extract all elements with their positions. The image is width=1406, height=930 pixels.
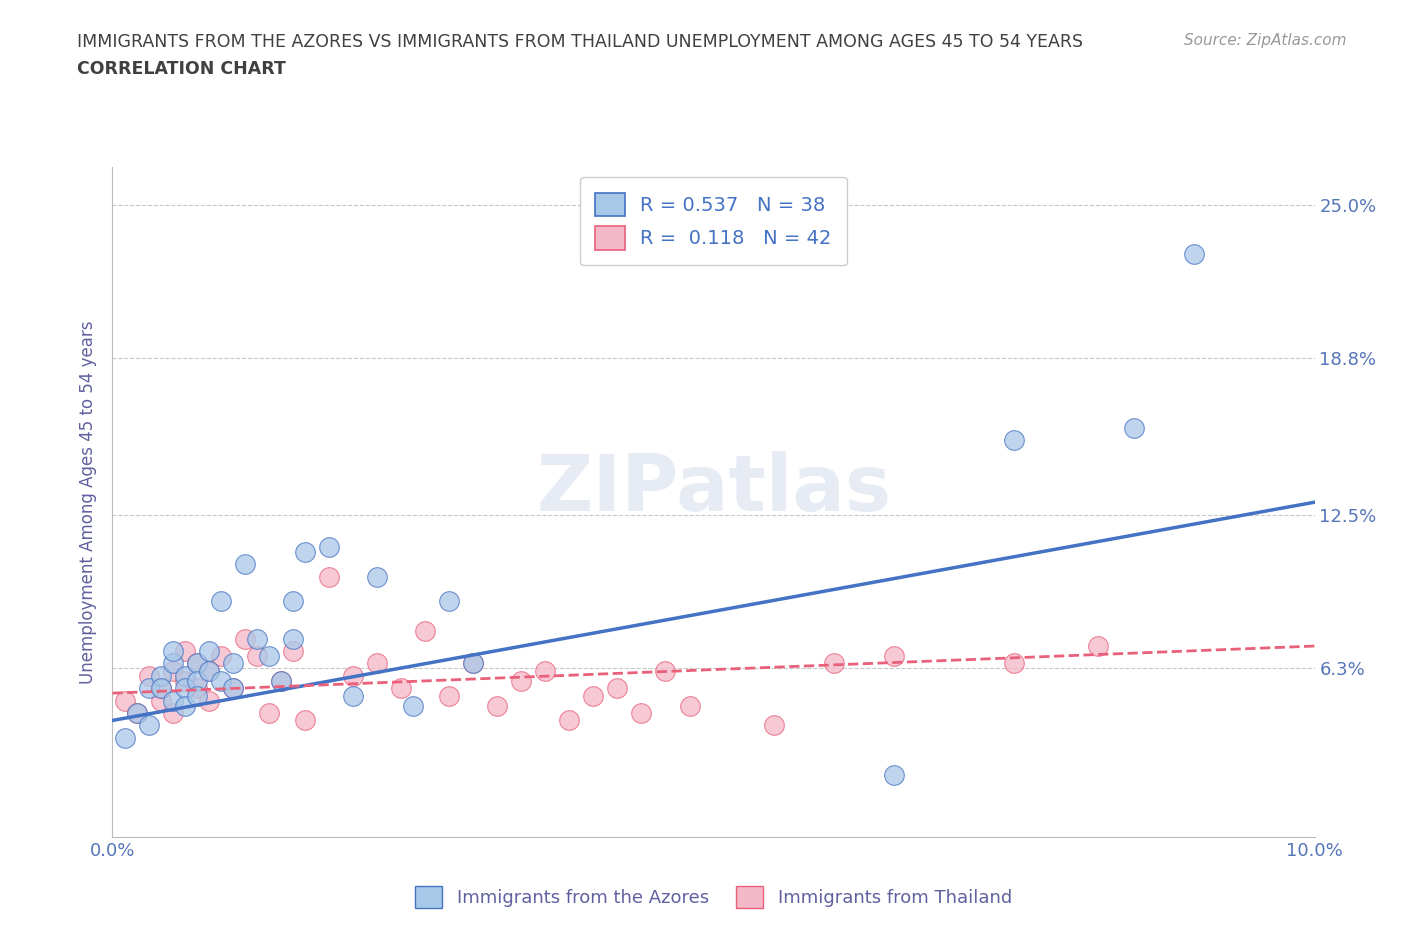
Point [294,544,316,559]
Point [162,693,184,708]
Point [186,656,208,671]
Text: Source: ZipAtlas.com: Source: ZipAtlas.com [1184,33,1347,47]
Point [510,673,533,688]
Point [1002,432,1025,447]
Point [883,767,905,782]
Point [173,669,195,684]
Point [222,681,245,696]
Point [437,594,460,609]
Point [270,673,292,688]
Point [1123,420,1146,435]
Point [149,693,172,708]
Point [823,656,845,671]
Point [186,673,208,688]
Point [186,681,208,696]
Point [257,706,280,721]
Point [138,669,160,684]
Point [197,663,219,678]
Point [413,624,436,639]
Point [654,663,676,678]
Point [606,681,628,696]
Point [1184,246,1206,261]
Point [281,631,304,646]
Point [486,698,509,713]
Point [162,656,184,671]
Point [209,648,232,663]
Y-axis label: Unemployment Among Ages 45 to 54 years: Unemployment Among Ages 45 to 54 years [79,321,97,684]
Text: IMMIGRANTS FROM THE AZORES VS IMMIGRANTS FROM THAILAND UNEMPLOYMENT AMONG AGES 4: IMMIGRANTS FROM THE AZORES VS IMMIGRANTS… [77,33,1084,50]
Point [149,681,172,696]
Point [209,594,232,609]
Point [173,681,195,696]
Point [222,656,245,671]
Point [149,669,172,684]
Point [1087,639,1109,654]
Point [402,698,425,713]
Point [678,698,700,713]
Point [149,681,172,696]
Point [246,648,269,663]
Point [366,656,388,671]
Point [342,669,364,684]
Point [209,673,232,688]
Point [197,663,219,678]
Point [197,644,219,658]
Point [318,539,340,554]
Point [281,644,304,658]
Point [270,673,292,688]
Point [630,706,652,721]
Point [318,569,340,584]
Point [186,688,208,703]
Point [233,631,256,646]
Point [173,673,195,688]
Point [233,557,256,572]
Point [114,730,136,745]
Legend: Immigrants from the Azores, Immigrants from Thailand: Immigrants from the Azores, Immigrants f… [408,879,1019,915]
Point [389,681,412,696]
Point [342,688,364,703]
Point [534,663,557,678]
Point [173,698,195,713]
Text: ZIPatlas: ZIPatlas [536,451,891,526]
Point [186,656,208,671]
Point [162,706,184,721]
Point [197,693,219,708]
Point [125,706,148,721]
Point [883,648,905,663]
Point [762,718,785,733]
Point [1002,656,1025,671]
Point [461,656,484,671]
Point [125,706,148,721]
Point [162,644,184,658]
Point [281,594,304,609]
Point [162,663,184,678]
Point [173,644,195,658]
Point [366,569,388,584]
Point [257,648,280,663]
Point [437,688,460,703]
Point [558,713,581,728]
Point [138,718,160,733]
Point [138,681,160,696]
Point [582,688,605,703]
Point [114,693,136,708]
Text: CORRELATION CHART: CORRELATION CHART [77,60,287,78]
Point [246,631,269,646]
Point [294,713,316,728]
Point [222,681,245,696]
Point [461,656,484,671]
